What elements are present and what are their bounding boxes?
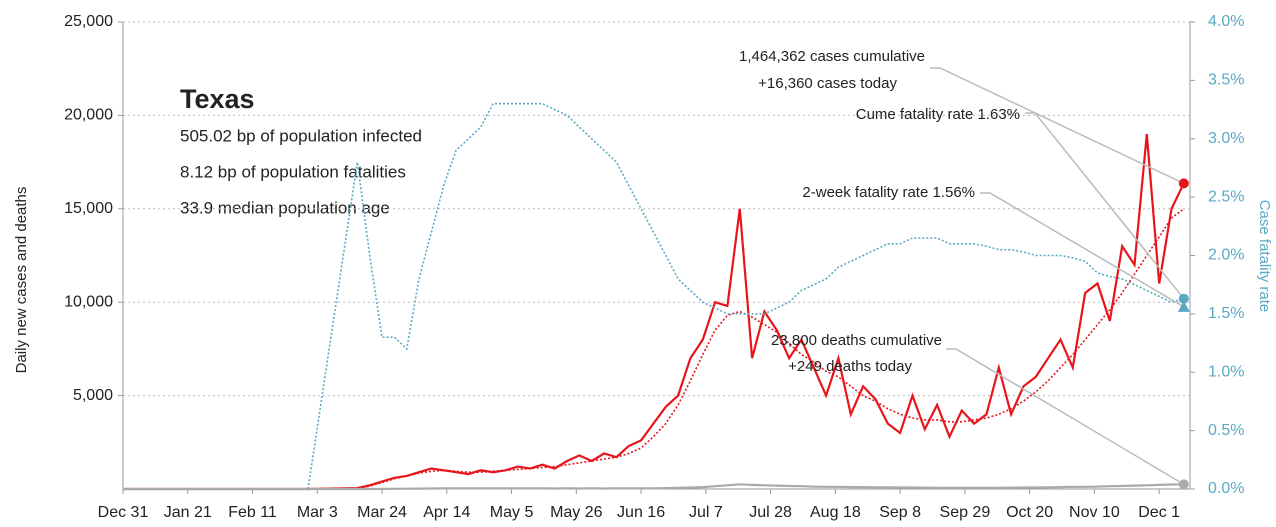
x-tick-label: Apr 14	[423, 504, 470, 521]
x-tick-label: Nov 10	[1069, 504, 1120, 521]
x-tick-label: May 5	[490, 504, 534, 521]
x-tick-label: Jul 28	[749, 504, 792, 521]
x-tick-label: Oct 20	[1006, 504, 1053, 521]
y-tick-label: 25,000	[64, 13, 113, 30]
y-tick-label: 5,000	[73, 387, 113, 404]
series-line	[123, 208, 1185, 490]
y-tick-label: 10,000	[64, 293, 113, 310]
annotation: 2-week fatality rate 1.56%	[802, 184, 975, 201]
x-tick-label: Jun 16	[617, 504, 665, 521]
x-tick-label: Dec 31	[98, 504, 149, 521]
y2-tick-label: 1.0%	[1208, 363, 1244, 380]
x-tick-label: Feb 11	[228, 504, 277, 521]
annotation: 23,800 deaths cumulative	[771, 332, 942, 349]
annotation: Cume fatality rate 1.63%	[856, 106, 1020, 123]
y2-tick-label: 3.5%	[1208, 72, 1244, 89]
x-tick-label: Dec 1	[1138, 504, 1180, 521]
y2-tick-label: 2.5%	[1208, 188, 1244, 205]
annotation: +16,360 cases today	[758, 75, 897, 92]
y2-tick-label: 3.0%	[1208, 130, 1244, 147]
y2-tick-label: 4.0%	[1208, 13, 1244, 30]
leader-line	[930, 67, 1185, 185]
y2-tick-label: 0.5%	[1208, 422, 1244, 439]
annotation: 1,464,362 cases cumulative	[739, 48, 925, 65]
x-tick-label: Jul 7	[689, 504, 723, 521]
x-tick-label: Sep 29	[940, 504, 991, 521]
leader-line	[1025, 112, 1185, 300]
y-tick-label: 15,000	[64, 200, 113, 217]
series-line	[307, 102, 1185, 490]
y-axis-label: Daily new cases and deaths	[13, 187, 30, 374]
y2-axis-label: Case fatality rate	[1256, 200, 1273, 313]
info-title: Texas	[180, 84, 255, 114]
x-tick-label: Mar 24	[357, 504, 407, 521]
end-point	[1178, 178, 1189, 189]
end-point	[1178, 293, 1189, 304]
y2-tick-label: 0.0%	[1208, 480, 1244, 497]
leader-line	[946, 348, 1185, 485]
info-line: 33.9 median population age	[180, 198, 390, 217]
x-tick-label: Aug 18	[810, 504, 861, 521]
x-tick-label: May 26	[550, 504, 603, 521]
leader-line	[980, 192, 1185, 308]
annotation: +249 deaths today	[788, 358, 912, 375]
y2-tick-label: 1.5%	[1208, 305, 1244, 322]
info-line: 505.02 bp of population infected	[180, 126, 422, 145]
x-tick-label: Jan 21	[164, 504, 212, 521]
end-point	[1178, 479, 1189, 490]
series-line	[123, 483, 1184, 491]
y2-tick-label: 2.0%	[1208, 247, 1244, 264]
y-tick-label: 20,000	[64, 107, 113, 124]
x-tick-label: Mar 3	[297, 504, 338, 521]
x-tick-label: Sep 8	[879, 504, 921, 521]
info-line: 8.12 bp of population fatalities	[180, 162, 406, 181]
two-week-marker	[1177, 300, 1190, 312]
